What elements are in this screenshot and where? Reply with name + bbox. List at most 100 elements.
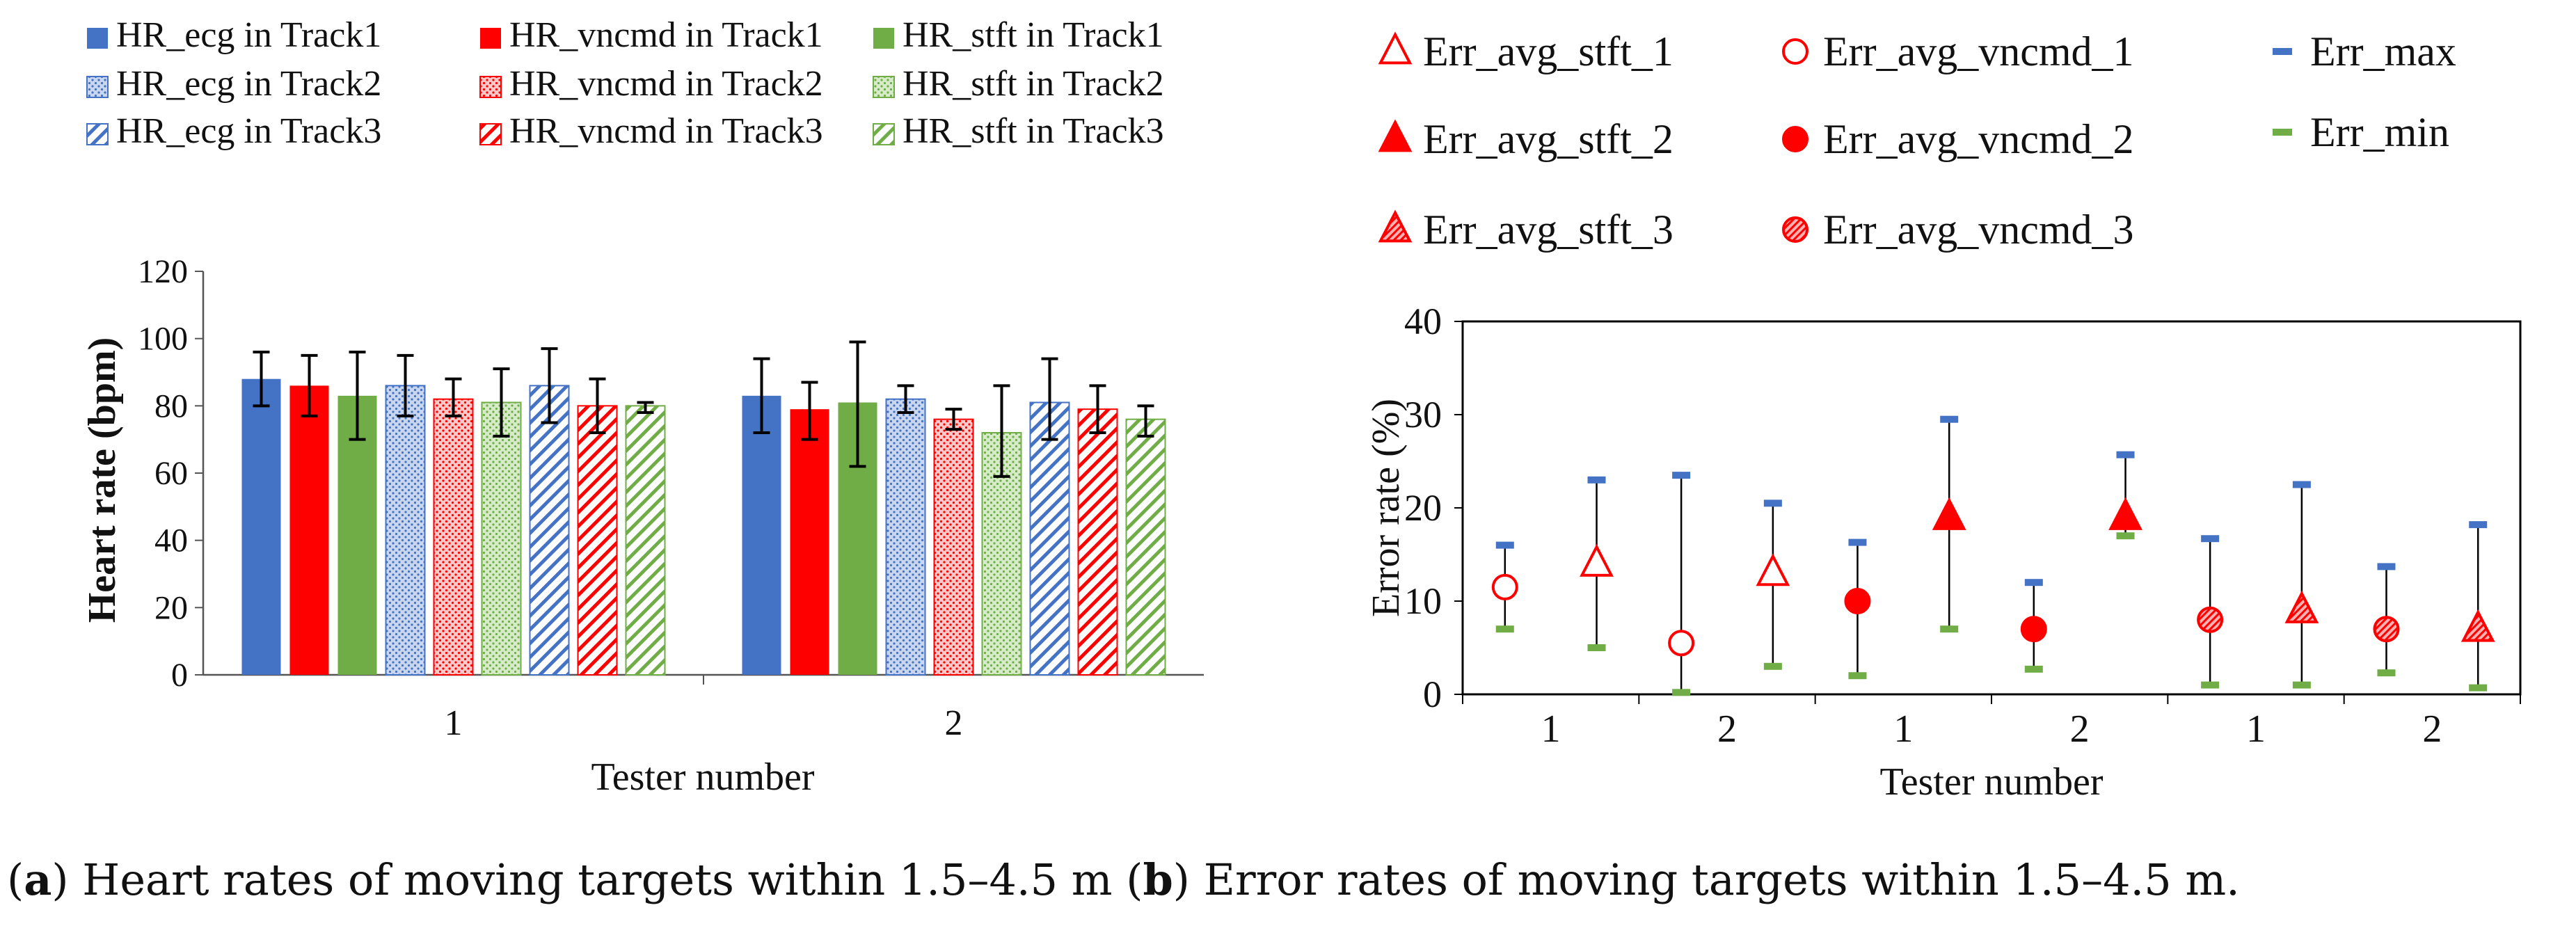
- legend-swatch: [479, 123, 502, 145]
- legend-label: HR_ecg in Track3: [116, 111, 381, 151]
- chart-b-legend: Err_avg_stft_1 Err_avg_vncmd_1 Err_max Err_…: [1378, 29, 2456, 253]
- legend-label: Err_avg_vncmd_1: [1823, 29, 2134, 74]
- bar: [625, 405, 666, 676]
- legend-swatch: [479, 76, 502, 98]
- x-tick-label: 1: [445, 703, 463, 743]
- triangle-filled-marker: [1932, 497, 1966, 530]
- err-min-marker: [2116, 532, 2135, 540]
- bar: [885, 398, 926, 676]
- legend-label: HR_stft in Track3: [903, 111, 1164, 151]
- triangle-hatched-marker: [2460, 609, 2495, 642]
- err-min-marker: [2469, 684, 2488, 692]
- caption-a-open: (: [7, 854, 24, 905]
- err-max-marker: [1940, 415, 1959, 423]
- x-tick-label: 1: [1541, 708, 1561, 751]
- figure-captions: (a) Heart rates of moving targets within…: [7, 854, 2240, 905]
- x-tick-label: 1: [2246, 708, 2266, 751]
- y-tick-label: 40: [1404, 301, 1442, 342]
- legend-swatch: [86, 76, 109, 98]
- y-tick-label: 0: [171, 657, 188, 694]
- err-min-marker: [2273, 129, 2292, 136]
- err-max-marker: [1495, 541, 1514, 549]
- error-rate-scatter-chart: Err_avg_stft_1 Err_avg_vncmd_1 Err_max Err_…: [1365, 29, 2522, 804]
- err-min-marker: [2201, 681, 2220, 689]
- triangle-filled-marker: [2108, 497, 2142, 530]
- circle-open-marker: [1668, 630, 1695, 657]
- bar: [433, 398, 474, 676]
- y-tick-label: 20: [1404, 487, 1442, 529]
- err-max-marker: [1763, 500, 1782, 507]
- err-min-marker: [1940, 625, 1959, 633]
- caption-a-text: ) Heart rates of moving targets within 1…: [51, 854, 1143, 905]
- legend-label: Err_avg_vncmd_2: [1823, 116, 2134, 162]
- circle-hatched-marker: [1782, 216, 1808, 243]
- circle-filled-marker: [1844, 588, 1871, 614]
- y-tick-label: 30: [1404, 394, 1442, 436]
- triangle-hatched-marker: [1378, 209, 1413, 243]
- circle-hatched-marker: [2197, 606, 2224, 633]
- legend-label: HR_vncmd in Track1: [509, 15, 823, 55]
- caption-a-label: a: [24, 854, 51, 905]
- legend-label: Err_avg_stft_3: [1423, 207, 1673, 253]
- heart-rate-bar-chart: HR_ecg in Track1 HR_vncmd in Track1 HR_stf…: [81, 15, 1204, 799]
- legend-label: Err_avg_stft_2: [1423, 116, 1673, 162]
- y-tick-label: 0: [1423, 673, 1442, 715]
- plot-frame: [1461, 320, 2522, 696]
- err-min-marker: [2292, 681, 2311, 689]
- bar: [933, 418, 974, 676]
- triangle-open-marker: [1756, 553, 1790, 586]
- y-tick-label: 120: [138, 253, 188, 290]
- legend-label: HR_stft in Track2: [903, 64, 1164, 104]
- legend-label: Err_avg_stft_1: [1423, 29, 1673, 74]
- err-max-marker: [2273, 48, 2292, 55]
- err-min-marker: [1848, 672, 1867, 680]
- x-tick-label: 2: [945, 703, 963, 743]
- chart-b-x-axis-title: Tester number: [1879, 760, 2103, 804]
- circle-filled-marker: [1782, 126, 1808, 152]
- chart-a-y-axis-title: Heart rate (bpm): [81, 337, 124, 623]
- x-tick-label: 2: [2070, 708, 2090, 751]
- chart-a-legend: HR_ecg in Track1 HR_vncmd in Track1 HR_stf…: [86, 15, 1164, 151]
- bar: [289, 385, 329, 675]
- err-min-marker: [1495, 625, 1514, 633]
- legend-swatch: [873, 76, 895, 98]
- bar: [577, 405, 618, 676]
- legend-swatch: [873, 123, 895, 145]
- legend-label: Err_max: [2310, 29, 2456, 74]
- bar: [1077, 408, 1118, 676]
- y-tick-label: 60: [154, 455, 188, 492]
- x-tick-label: 2: [2422, 708, 2442, 751]
- legend-label: HR_ecg in Track2: [116, 64, 381, 104]
- chart-b-y-axis-title: Error rate (%): [1365, 399, 1408, 617]
- legend-swatch: [86, 123, 109, 145]
- bar: [241, 378, 281, 675]
- circle-filled-marker: [2020, 616, 2047, 643]
- legend-label: HR_vncmd in Track2: [509, 64, 823, 104]
- y-tick-label: 100: [138, 321, 188, 358]
- bar: [790, 409, 829, 675]
- err-min-marker: [1763, 662, 1782, 670]
- err-min-marker: [1587, 644, 1606, 651]
- bar: [1029, 401, 1070, 676]
- circle-open-marker: [1491, 573, 1518, 600]
- err-min-marker: [1672, 689, 1691, 696]
- triangle-hatched-marker: [2284, 590, 2319, 623]
- y-tick-label: 40: [154, 522, 188, 559]
- legend-label: HR_ecg in Track1: [116, 15, 381, 55]
- err-min-marker: [2024, 665, 2043, 673]
- legend-swatch: [873, 28, 894, 49]
- err-max-marker: [2116, 451, 2135, 458]
- bar: [337, 395, 377, 675]
- legend-label: HR_vncmd in Track3: [509, 111, 823, 151]
- chart-b-plot-area: 0 10 20 30 40 1 2 1 2 1 2: [1404, 301, 2522, 751]
- x-tick-label: 2: [1717, 708, 1737, 751]
- legend-label: HR_stft in Track1: [903, 15, 1164, 55]
- triangle-open-marker: [1378, 31, 1413, 65]
- err-max-marker: [1587, 476, 1606, 484]
- bar: [529, 385, 570, 676]
- circle-open-marker: [1782, 38, 1808, 65]
- caption-b-text: ) Error rates of moving targets within 1…: [1173, 854, 2240, 905]
- caption-b-label: b: [1143, 854, 1172, 905]
- err-max-marker: [2292, 481, 2311, 488]
